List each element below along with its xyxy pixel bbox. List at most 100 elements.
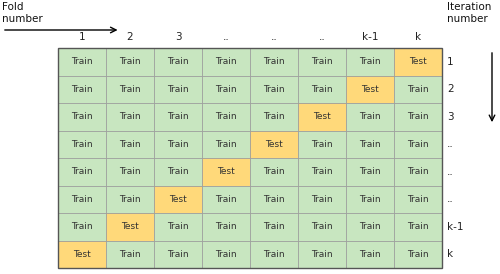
Bar	[298, 103, 346, 130]
Text: 1: 1	[78, 32, 86, 42]
Text: Train: Train	[311, 195, 333, 204]
Text: Train: Train	[71, 140, 93, 149]
Text: k: k	[447, 249, 453, 259]
Text: Train: Train	[167, 167, 189, 176]
Text: Train: Train	[263, 85, 285, 94]
Text: Test: Test	[217, 167, 235, 176]
Text: 2: 2	[447, 84, 454, 94]
Bar	[346, 241, 394, 268]
Text: Train: Train	[119, 250, 141, 259]
Text: Train: Train	[167, 222, 189, 231]
Text: Train: Train	[119, 112, 141, 121]
Bar	[58, 130, 106, 158]
Text: Train: Train	[359, 57, 381, 66]
Text: Train: Train	[407, 167, 429, 176]
Text: Train: Train	[215, 57, 237, 66]
Text: Train: Train	[71, 112, 93, 121]
Text: Train: Train	[71, 195, 93, 204]
Bar	[250, 185, 298, 213]
Bar	[202, 103, 250, 130]
Text: Train: Train	[359, 112, 381, 121]
Bar	[394, 213, 442, 241]
Bar	[250, 48, 298, 76]
Bar	[298, 158, 346, 185]
Text: Train: Train	[167, 140, 189, 149]
Bar	[346, 76, 394, 103]
Text: Train: Train	[359, 222, 381, 231]
Bar	[154, 241, 202, 268]
Text: Train: Train	[359, 140, 381, 149]
Text: Train: Train	[71, 222, 93, 231]
Bar	[106, 48, 154, 76]
Text: ..: ..	[222, 32, 230, 42]
Text: Train: Train	[407, 250, 429, 259]
Text: k: k	[415, 32, 421, 42]
Bar	[106, 185, 154, 213]
Text: Train: Train	[359, 250, 381, 259]
Text: Test: Test	[73, 250, 91, 259]
Text: Train: Train	[215, 140, 237, 149]
Text: 1: 1	[447, 57, 454, 67]
Bar	[346, 103, 394, 130]
Bar	[58, 48, 442, 268]
Text: Train: Train	[167, 112, 189, 121]
Bar	[250, 241, 298, 268]
Bar	[106, 103, 154, 130]
Bar	[250, 158, 298, 185]
Bar	[58, 158, 106, 185]
Text: Train: Train	[119, 57, 141, 66]
Bar	[58, 103, 106, 130]
Text: Train: Train	[311, 167, 333, 176]
Bar	[106, 76, 154, 103]
Text: Test: Test	[313, 112, 331, 121]
Text: Train: Train	[167, 85, 189, 94]
Bar	[346, 48, 394, 76]
Text: Train: Train	[263, 112, 285, 121]
Bar	[250, 103, 298, 130]
Bar	[394, 185, 442, 213]
Text: Train: Train	[407, 195, 429, 204]
Text: Test: Test	[409, 57, 427, 66]
Bar	[154, 48, 202, 76]
Text: Train: Train	[119, 195, 141, 204]
Text: Train: Train	[263, 250, 285, 259]
Bar	[154, 103, 202, 130]
Text: Train: Train	[167, 57, 189, 66]
Bar	[58, 48, 106, 76]
Text: 3: 3	[174, 32, 182, 42]
Text: Train: Train	[263, 222, 285, 231]
Text: Test: Test	[265, 140, 283, 149]
Bar	[394, 158, 442, 185]
Bar	[298, 76, 346, 103]
Bar	[106, 213, 154, 241]
Text: Train: Train	[311, 140, 333, 149]
Text: Train: Train	[119, 85, 141, 94]
Text: Train: Train	[71, 57, 93, 66]
Bar	[106, 241, 154, 268]
Bar	[106, 130, 154, 158]
Text: Train: Train	[215, 222, 237, 231]
Text: Train: Train	[359, 195, 381, 204]
Text: k-1: k-1	[447, 222, 464, 232]
Text: Iteration
number: Iteration number	[447, 2, 492, 24]
Bar	[154, 76, 202, 103]
Bar	[298, 213, 346, 241]
Text: Train: Train	[359, 167, 381, 176]
Text: Train: Train	[119, 167, 141, 176]
Bar	[154, 158, 202, 185]
Bar	[154, 130, 202, 158]
Bar	[202, 130, 250, 158]
Bar	[298, 48, 346, 76]
Text: Train: Train	[407, 85, 429, 94]
Bar	[202, 241, 250, 268]
Bar	[346, 130, 394, 158]
Text: Train: Train	[167, 250, 189, 259]
Text: Train: Train	[311, 250, 333, 259]
Text: Train: Train	[215, 85, 237, 94]
Text: Train: Train	[215, 112, 237, 121]
Text: Train: Train	[263, 195, 285, 204]
Text: ..: ..	[270, 32, 278, 42]
Text: Train: Train	[407, 112, 429, 121]
Bar	[346, 185, 394, 213]
Bar	[58, 213, 106, 241]
